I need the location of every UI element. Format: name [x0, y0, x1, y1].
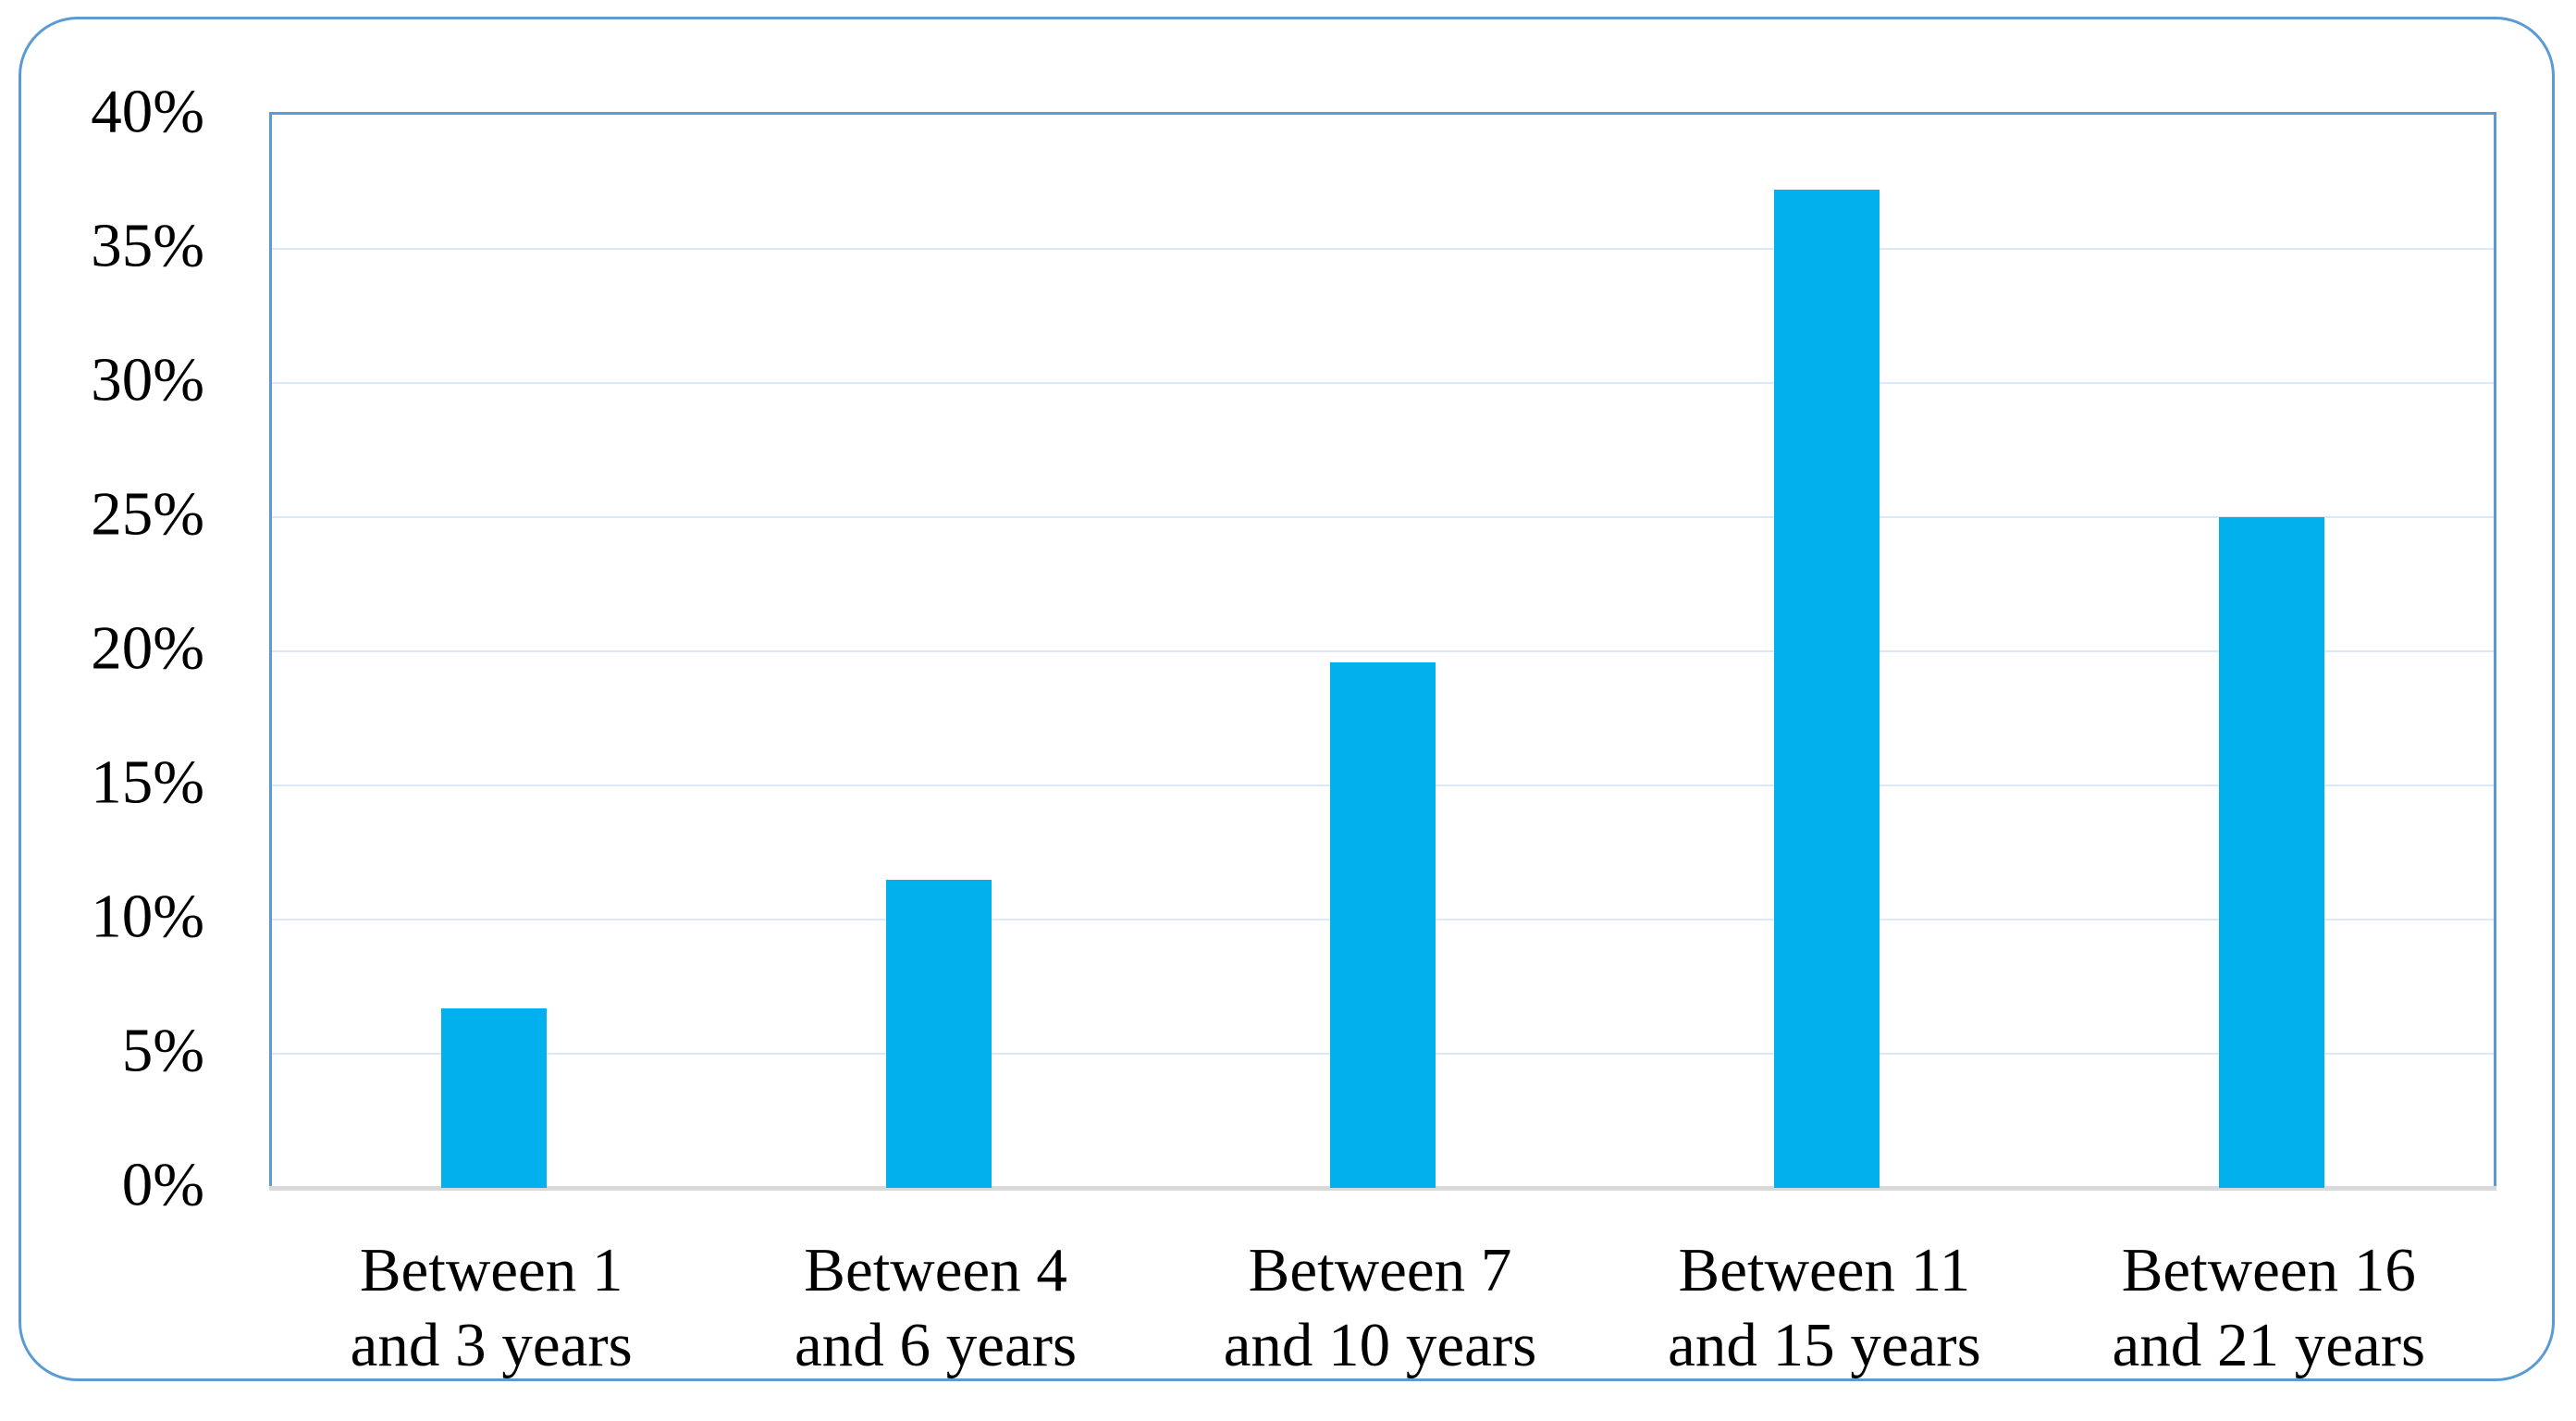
gridline	[272, 650, 2494, 652]
x-tick-label: Between 11 and 15 years	[1668, 1236, 1981, 1379]
y-tick-label: 10%	[91, 882, 204, 951]
gridline	[272, 516, 2494, 518]
x-tick-label: Between 16 and 21 years	[2112, 1236, 2426, 1379]
plot-area	[269, 112, 2496, 1191]
y-tick-label: 15%	[91, 748, 204, 817]
y-axis: 0% 5% 10% 15% 20% 25% 30% 35% 40%	[21, 80, 204, 1216]
y-tick-label: 40%	[91, 77, 204, 146]
bar	[885, 879, 992, 1188]
bar	[1330, 661, 1436, 1188]
x-tick-label: Between 7 and 10 years	[1223, 1236, 1537, 1379]
chart-frame: 0% 5% 10% 15% 20% 25% 30% 35% 40% Between 1 and …	[18, 17, 2555, 1381]
x-tick-label: Between 4 and 6 years	[795, 1236, 1078, 1379]
y-tick-label: 5%	[121, 1016, 204, 1085]
y-tick-label: 25%	[91, 479, 204, 549]
y-tick-label: 20%	[91, 613, 204, 683]
x-axis-baseline	[269, 1186, 2496, 1191]
gridline	[272, 382, 2494, 384]
bar	[2218, 517, 2324, 1188]
x-tick-label: Between 1 and 3 years	[350, 1236, 633, 1379]
y-tick-label: 0%	[121, 1150, 204, 1219]
y-tick-label: 30%	[91, 345, 204, 414]
gridline	[272, 248, 2494, 250]
x-axis: Between 1 and 3 years Between 4 and 6 yea…	[269, 1233, 2491, 1418]
y-tick-label: 35%	[91, 211, 204, 280]
bar	[441, 1007, 548, 1188]
bar	[1774, 190, 1880, 1188]
